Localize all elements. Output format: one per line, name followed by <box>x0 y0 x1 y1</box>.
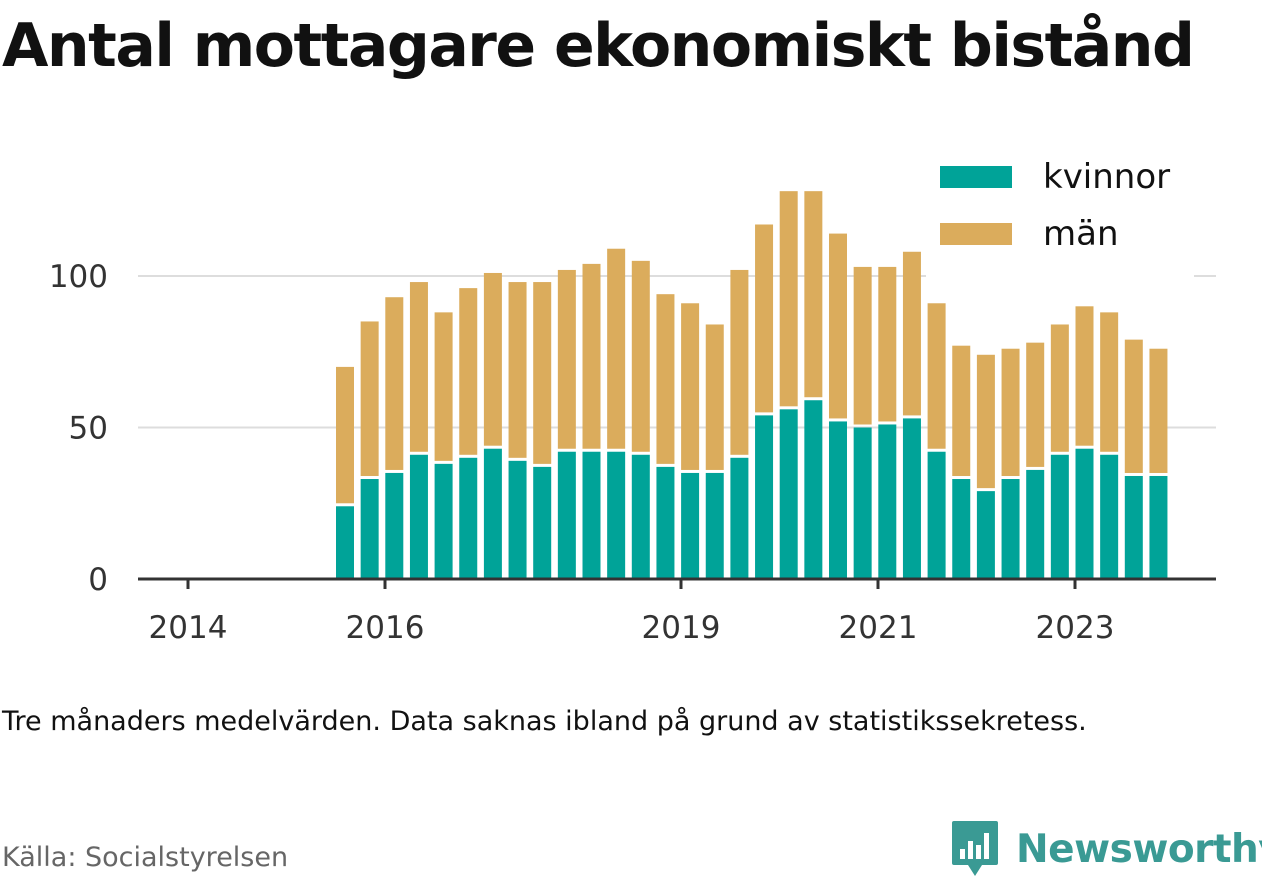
y-tick-label: 100 <box>49 259 108 295</box>
bar-kvinnor <box>631 454 650 579</box>
bar-kvinnor <box>336 506 354 579</box>
bar-kvinnor <box>508 460 527 579</box>
bar-man <box>385 297 404 470</box>
y-tick-label: 0 <box>88 562 108 598</box>
bar-man <box>336 366 354 504</box>
stacked-bar-chart: 0 50 100 2014 2016 2019 2021 2023 kvinnor män <box>49 157 1216 646</box>
bar-man <box>631 260 650 452</box>
bar-kvinnor <box>1124 475 1143 579</box>
chart-note: Tre månaders medelvärden. Data saknas ib… <box>2 706 1087 737</box>
bar-kvinnor <box>360 479 379 579</box>
bar-man <box>976 354 995 489</box>
x-axis: 2014 2016 2019 2021 2023 <box>138 577 1216 646</box>
bar-man <box>360 321 379 477</box>
bar-chart-bubble-icon <box>952 821 998 876</box>
bar-kvinnor <box>804 400 823 579</box>
bar-man <box>533 282 552 464</box>
bar-man <box>434 312 453 461</box>
bar-man <box>508 282 527 458</box>
bar-man <box>1100 312 1119 452</box>
x-tick-label: 2016 <box>346 610 425 646</box>
bar-kvinnor <box>976 491 995 579</box>
legend-swatch <box>940 223 1012 245</box>
legend-swatch <box>940 166 1012 188</box>
bar-kvinnor <box>927 451 946 579</box>
bar-kvinnor <box>705 472 724 579</box>
bar-man <box>1149 348 1168 473</box>
bar-kvinnor <box>1001 479 1020 579</box>
source-label: Källa: Socialstyrelsen <box>2 842 289 873</box>
bar-man <box>656 294 675 464</box>
bar-kvinnor <box>607 451 626 579</box>
bar-man <box>853 266 872 425</box>
bar-kvinnor <box>853 427 872 579</box>
x-tick-label: 2014 <box>149 610 228 646</box>
bar-man <box>582 263 601 449</box>
legend-label: män <box>1043 214 1119 254</box>
bar-kvinnor <box>483 448 502 579</box>
bar-kvinnor <box>656 466 675 579</box>
bar-man <box>952 345 971 477</box>
bar-man <box>607 248 626 449</box>
bar-kvinnor <box>459 457 478 579</box>
y-axis-ticks: 0 50 100 <box>49 259 108 598</box>
bar-man <box>557 269 576 449</box>
bar-man <box>1075 306 1094 446</box>
bar-man <box>927 303 946 449</box>
legend: kvinnor män <box>926 157 1194 278</box>
bar-kvinnor <box>1100 454 1119 579</box>
bar-kvinnor <box>878 424 897 579</box>
legend-label: kvinnor <box>1043 157 1170 197</box>
bar-kvinnor <box>755 415 774 579</box>
y-tick-label: 50 <box>69 411 108 447</box>
bar-kvinnor <box>557 451 576 579</box>
brand-name: Newsworthy <box>1016 826 1262 872</box>
chart-title: Antal mottagare ekonomiskt bistånd <box>2 11 1195 81</box>
bar-man <box>1050 324 1069 452</box>
x-tick-label: 2021 <box>839 610 918 646</box>
bar-man <box>705 324 724 470</box>
bar-man <box>730 269 749 455</box>
bar-kvinnor <box>533 466 552 579</box>
bar-man <box>829 233 847 419</box>
bar-man <box>779 191 798 407</box>
bar-kvinnor <box>1050 454 1069 579</box>
bar-kvinnor <box>779 409 798 579</box>
bar-kvinnor <box>582 451 601 579</box>
bar-man <box>1001 348 1020 477</box>
brand-logo[interactable]: Newsworthy <box>950 818 1262 880</box>
x-tick-label: 2023 <box>1036 610 1115 646</box>
bar-man <box>878 266 897 422</box>
bar-kvinnor <box>952 479 971 579</box>
bar-man <box>409 282 428 452</box>
bar-kvinnor <box>434 463 453 579</box>
bar-kvinnor <box>730 457 749 579</box>
bar-man <box>681 303 700 470</box>
bar-man <box>755 224 774 413</box>
bar-kvinnor <box>1149 475 1168 579</box>
x-tick-label: 2019 <box>642 610 721 646</box>
bar-kvinnor <box>385 472 404 579</box>
bar-kvinnor <box>681 472 700 579</box>
bar-kvinnor <box>1026 469 1045 579</box>
bar-man <box>483 272 502 446</box>
bars <box>336 191 1168 579</box>
bar-man <box>804 191 823 398</box>
bar-kvinnor <box>409 454 428 579</box>
bar-man <box>459 288 478 455</box>
bar-man <box>902 251 921 416</box>
bar-man <box>1124 339 1143 473</box>
bar-kvinnor <box>829 421 847 579</box>
bar-kvinnor <box>902 418 921 579</box>
bar-man <box>1026 342 1045 467</box>
bar-kvinnor <box>1075 448 1094 579</box>
